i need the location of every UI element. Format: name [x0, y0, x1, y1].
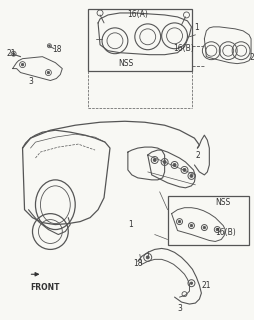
Circle shape — [163, 161, 165, 164]
Circle shape — [47, 71, 49, 74]
Text: 16(B): 16(B) — [214, 228, 235, 236]
Text: 16(B): 16(B) — [173, 44, 194, 53]
Bar — [88, 9, 192, 71]
Text: 1: 1 — [194, 23, 198, 32]
Text: 21: 21 — [7, 49, 16, 58]
Circle shape — [189, 282, 192, 284]
Text: 21: 21 — [201, 281, 210, 290]
Circle shape — [202, 226, 205, 229]
Circle shape — [21, 63, 24, 66]
Circle shape — [12, 53, 14, 55]
Text: 2: 2 — [195, 151, 199, 160]
Circle shape — [172, 164, 175, 166]
Text: FRONT: FRONT — [30, 283, 60, 292]
Text: NSS: NSS — [214, 198, 230, 207]
Circle shape — [189, 174, 192, 177]
Text: NSS: NSS — [117, 59, 133, 68]
Circle shape — [189, 224, 192, 227]
Circle shape — [146, 256, 149, 259]
Text: 3: 3 — [28, 76, 33, 85]
Text: 1: 1 — [127, 220, 132, 228]
Text: 16(A): 16(A) — [126, 10, 147, 19]
Circle shape — [49, 45, 50, 46]
Circle shape — [215, 228, 218, 231]
Circle shape — [178, 220, 180, 223]
Text: 18: 18 — [133, 259, 142, 268]
Circle shape — [153, 158, 155, 162]
Text: 2: 2 — [248, 53, 253, 62]
Circle shape — [182, 168, 185, 172]
Text: 18: 18 — [52, 45, 62, 54]
Bar — [167, 196, 248, 245]
Text: 3: 3 — [177, 304, 182, 313]
